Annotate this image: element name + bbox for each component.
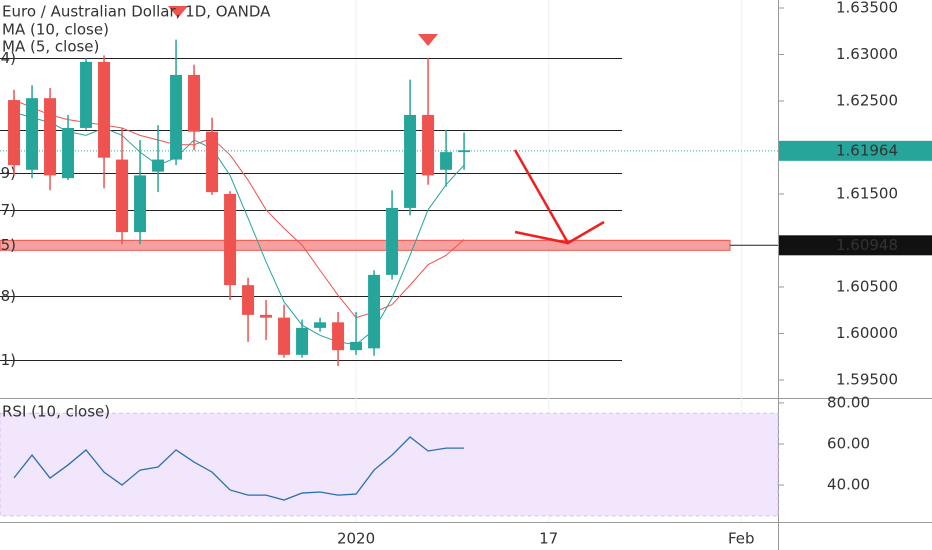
candle-body: [188, 74, 201, 132]
candle-body: [350, 341, 363, 351]
level-label: 8): [1, 287, 16, 305]
level-label: 9): [1, 164, 16, 182]
y-tick-label: 1.59500: [836, 370, 898, 388]
candle-body: [224, 193, 237, 286]
price-box: [779, 235, 932, 256]
x-tick-label: Feb: [728, 530, 755, 548]
chart-title: Euro / Australian Dollar, 1D, OANDA: [2, 3, 271, 21]
x-tick-label: 2020: [337, 530, 375, 548]
y-tick-label: 1.62500: [836, 91, 898, 109]
candle-body: [242, 285, 255, 315]
candle-body: [404, 114, 417, 208]
y-tick-label: 1.63000: [836, 45, 898, 63]
candle-body: [44, 98, 57, 176]
candle-body: [368, 274, 381, 349]
candle-body: [314, 322, 327, 328]
y-tick-label: 1.63500: [836, 0, 898, 16]
candle-body: [62, 127, 75, 179]
candle-body: [206, 131, 219, 193]
y-tick-label: 1.60000: [836, 324, 898, 342]
level-label: 1): [1, 351, 16, 369]
price-box: [779, 140, 932, 161]
y-tick-label: 1.60500: [836, 277, 898, 295]
zone: [0, 239, 731, 251]
legend-entry: MA (10, close): [2, 21, 109, 39]
candle-body: [386, 207, 399, 275]
level-label: 4): [1, 49, 16, 67]
level-label: 7): [1, 201, 16, 219]
marker-arrow: [168, 6, 188, 18]
marker-arrow: [418, 34, 438, 46]
legend-entry: MA (5, close): [2, 38, 99, 56]
y-tick-label: 1.61500: [836, 184, 898, 202]
candle-body: [116, 159, 129, 233]
rsi-band: [0, 412, 779, 517]
candle-body: [98, 61, 111, 158]
drawing-arrow: [514, 230, 569, 245]
candle-body: [26, 98, 39, 170]
candle-body: [278, 317, 291, 355]
ma-line: [13, 111, 465, 346]
zone-label: 5): [1, 236, 16, 254]
rsi-line: [13, 436, 465, 501]
candle-body: [296, 327, 309, 355]
y-tick-label: 40.00: [827, 476, 870, 494]
price-box-label: 1.61964: [836, 141, 898, 159]
price-box-label: 1.60948: [836, 236, 898, 254]
candle-body: [422, 114, 435, 176]
rsi-title: RSI (10, close): [2, 403, 110, 421]
candle-body: [8, 100, 21, 166]
candle-body: [440, 152, 453, 170]
candle-body: [332, 322, 345, 351]
candle-body: [260, 314, 273, 318]
candle-body: [134, 175, 147, 233]
candle-body: [80, 61, 93, 128]
x-tick-label: 17: [539, 530, 558, 548]
y-tick-label: 80.00: [827, 393, 870, 411]
candle-body: [152, 159, 165, 172]
y-tick-label: 60.00: [827, 434, 870, 452]
candle-body: [458, 150, 471, 153]
candle-body: [170, 74, 183, 160]
